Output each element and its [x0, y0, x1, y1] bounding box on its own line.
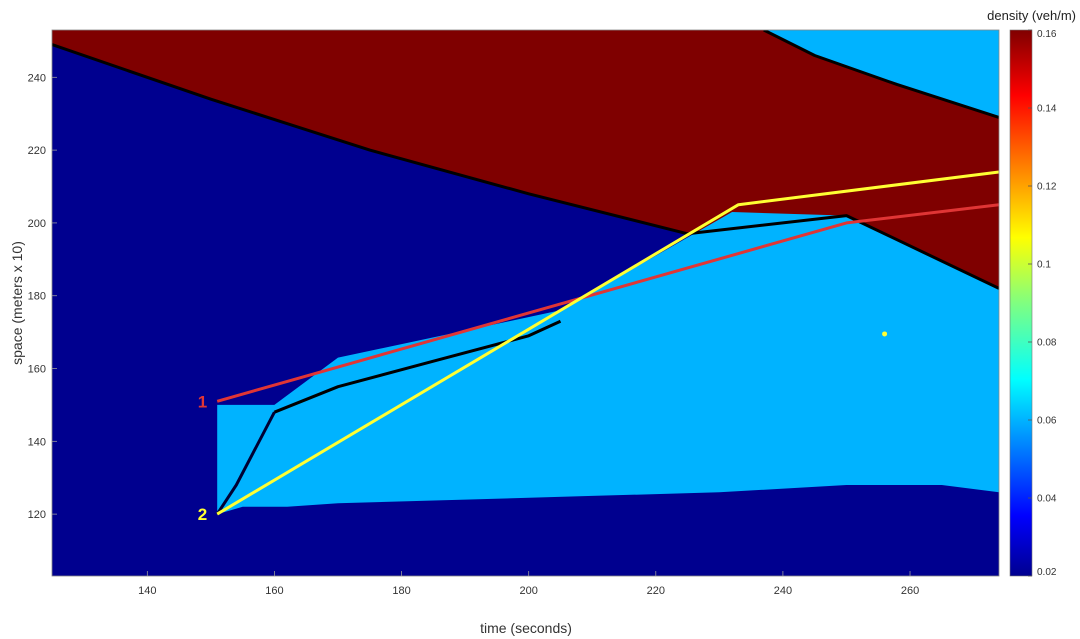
- jam-lower-boundary: [763, 30, 999, 119]
- wave-boundary-lower: [215, 411, 276, 515]
- colorbar-tick-label: 0.12: [1037, 182, 1057, 193]
- x-tick-label: 260: [901, 585, 919, 597]
- wave-boundary: [273, 319, 562, 414]
- colorbar-tick-label: 0.16: [1037, 29, 1057, 40]
- colorbar-tick-label: 0.08: [1037, 338, 1057, 349]
- trajectory-labels: 12: [198, 392, 207, 524]
- y-tick-label: 200: [28, 218, 46, 230]
- y-axis-ticks: 120 140 160 180 200 220 240: [28, 72, 57, 521]
- colorbar: [1009, 29, 1033, 577]
- x-tick-label: 200: [519, 585, 537, 597]
- jam-upper-boundary: [52, 43, 999, 290]
- y-tick-label: 220: [28, 145, 46, 157]
- colorbar-label: density (veh/m): [987, 8, 1076, 23]
- y-axis-label: space (meters x 10): [9, 241, 25, 365]
- trajectory-label-1: 1: [198, 392, 207, 411]
- colorbar-tick-label: 0.02: [1037, 567, 1057, 578]
- x-axis-ticks: 140 160 180 200 220 240 260: [138, 571, 919, 597]
- x-tick-label: 160: [265, 585, 283, 597]
- y-tick-label: 180: [28, 291, 46, 303]
- trajectory-1: [216, 203, 999, 403]
- shockwave-boundaries: [52, 30, 999, 515]
- region-discharge: [763, 30, 999, 118]
- vehicle-trajectories: [216, 170, 999, 516]
- x-tick-label: 220: [647, 585, 665, 597]
- trajectory-2: [216, 170, 999, 516]
- x-tick-label: 240: [774, 585, 792, 597]
- colorbar-tick-label: 0.14: [1037, 104, 1057, 115]
- x-axis-label: time (seconds): [480, 620, 572, 636]
- colorbar-tick-label: 0.1: [1037, 260, 1051, 271]
- plot-frame: [51, 29, 1000, 577]
- trajectory-label-2: 2: [198, 505, 207, 524]
- colorbar-tick-label: 0.06: [1037, 416, 1057, 427]
- marker-point: [882, 331, 888, 337]
- region-discharge: [217, 212, 999, 515]
- colorbar-ticks: 0.02 0.04 0.06 0.08 0.1 0.12 0.14 0.16: [1028, 29, 1057, 578]
- y-tick-label: 240: [28, 72, 46, 84]
- x-tick-label: 140: [138, 585, 156, 597]
- y-tick-label: 120: [28, 509, 46, 521]
- y-tick-label: 160: [28, 364, 46, 376]
- x-tick-label: 180: [392, 585, 410, 597]
- colorbar-tick-label: 0.04: [1037, 494, 1057, 505]
- y-tick-label: 140: [28, 436, 46, 448]
